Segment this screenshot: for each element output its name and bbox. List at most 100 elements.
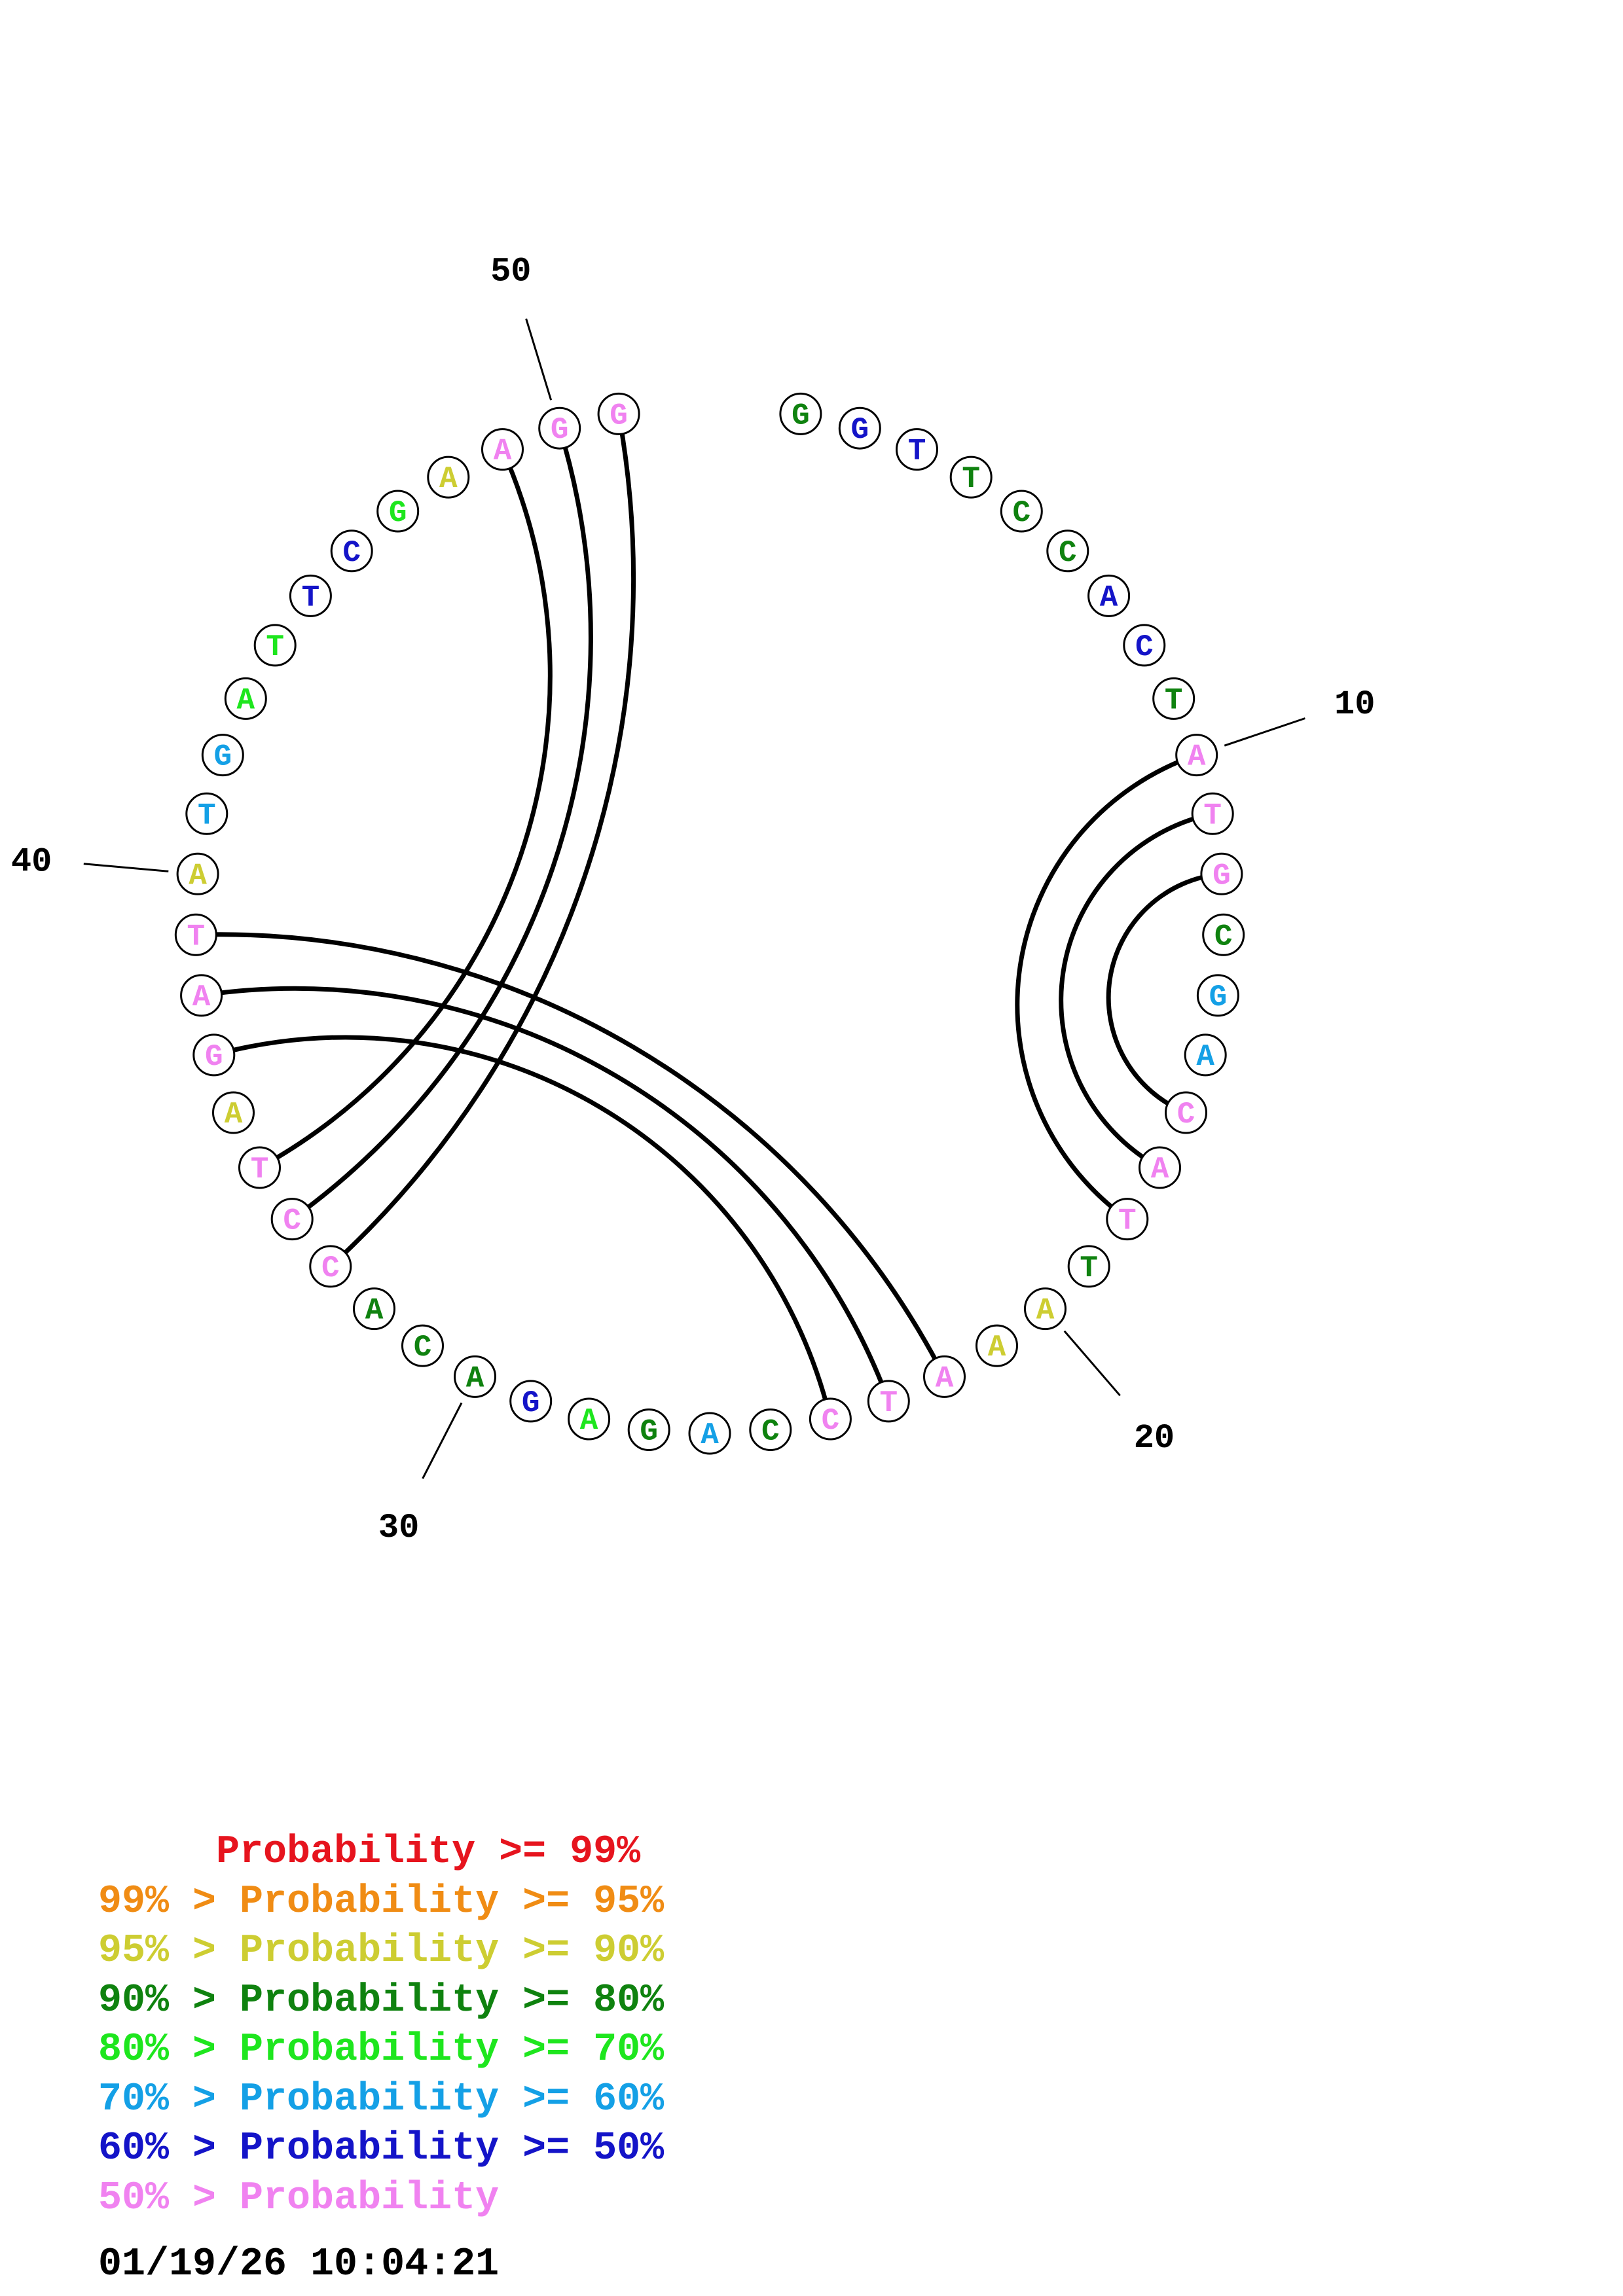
nucleotide-circle <box>238 1146 281 1189</box>
nucleotide-letter: A <box>1188 740 1206 774</box>
nucleotide-circle <box>509 1380 553 1423</box>
nucleotide-32: A <box>353 1287 395 1331</box>
pair-arc-23-38 <box>201 986 891 1403</box>
nucleotide-circle <box>201 734 244 777</box>
nucleotide-circle <box>779 392 822 435</box>
nucleotide-ring: G GTTCCACTATGCGACATTAAATCCAGAGACACCTAGATA… <box>174 392 1245 1455</box>
nucleotide-circle <box>749 1408 792 1451</box>
pair-arc-24-37 <box>213 1035 833 1420</box>
pair-arc-34-50 <box>291 427 593 1221</box>
nucleotide-16: C <box>1165 1091 1207 1134</box>
legend-entry: 80% > Probability >= 70% <box>98 2028 665 2072</box>
legend-entry: 50% > Probability <box>98 2176 500 2221</box>
nucleotide-circle <box>353 1287 395 1331</box>
legend-entry: 90% > Probability >= 80% <box>98 1978 665 2023</box>
nucleotide-letter: A <box>1151 1153 1169 1187</box>
nucleotide-letter: C <box>414 1331 432 1365</box>
nucleotide-letter: G <box>551 413 569 447</box>
nucleotide-letter: T <box>251 1153 269 1187</box>
nucleotide-circle <box>253 624 297 667</box>
nucleotide-circle <box>896 428 938 471</box>
position-tick-40 <box>83 863 169 872</box>
pair-arc-12-16 <box>1106 871 1222 1115</box>
nucleotide-37: G <box>192 1033 236 1077</box>
nucleotide-letter: G <box>1209 980 1228 1014</box>
nucleotide-4: T <box>949 456 993 499</box>
nucleotide-letter: G <box>850 413 869 447</box>
nucleotide-circle <box>1184 1033 1227 1077</box>
nucleotide-letter: G <box>1213 859 1231 893</box>
nucleotide-letter: A <box>1196 1040 1214 1074</box>
position-tick-50 <box>525 318 553 401</box>
nucleotide-circle <box>270 1198 314 1241</box>
nucleotide-circle <box>176 852 219 895</box>
nucleotide-1: G <box>779 392 822 435</box>
nucleotide-letter: A <box>189 859 207 893</box>
pair-arc-35-49 <box>258 448 553 1170</box>
nucleotide-circle <box>1175 734 1218 777</box>
nucleotide-28: A <box>568 1397 611 1441</box>
nucleotide-circle <box>1067 1245 1110 1288</box>
nucleotide-letter: T <box>1118 1204 1137 1238</box>
nucleotide-31: C <box>401 1324 444 1367</box>
position-label-50: 50 <box>490 252 531 291</box>
nucleotide-38: A <box>180 974 223 1017</box>
position-tick-10 <box>1224 717 1305 747</box>
nucleotide-15: A <box>1184 1033 1227 1077</box>
nucleotide-2: G <box>838 406 881 450</box>
nucleotide-47: G <box>376 490 420 533</box>
nucleotide-circle <box>427 456 470 499</box>
nucleotide-21: A <box>976 1324 1018 1367</box>
nucleotide-circle <box>376 490 420 533</box>
legend-entry: 99% > Probability >= 95% <box>98 1879 665 1924</box>
nucleotide-circle <box>1139 1146 1181 1189</box>
nucleotide-circle <box>597 392 640 435</box>
nucleotide-13: C <box>1202 913 1245 956</box>
nucleotide-letter: C <box>1177 1098 1195 1132</box>
nucleotide-letter: A <box>225 1098 243 1132</box>
nucleotide-40: A <box>176 852 219 895</box>
nucleotide-3: T <box>896 428 938 471</box>
nucleotide-circle <box>1196 974 1239 1017</box>
nucleotide-letter: C <box>822 1404 840 1438</box>
nucleotide-letter: G <box>522 1386 540 1420</box>
nucleotide-letter: A <box>236 683 255 717</box>
nucleotide-circle <box>838 406 881 450</box>
nucleotide-letter: T <box>1203 798 1222 833</box>
nucleotide-letter: A <box>580 1404 598 1438</box>
nucleotide-circle <box>180 974 223 1017</box>
nucleotide-circle <box>1123 624 1166 667</box>
nucleotide-45: T <box>289 574 332 617</box>
nucleotide-circle <box>454 1355 496 1398</box>
nucleotide-19: T <box>1067 1245 1110 1288</box>
nucleotide-12: G <box>1200 852 1243 895</box>
nucleotide-circle <box>1024 1287 1067 1331</box>
nucleotide-letter: A <box>466 1361 484 1395</box>
nucleotide-26: A <box>688 1412 731 1455</box>
nucleotide-circle <box>949 456 993 499</box>
nucleotide-11: T <box>1191 792 1234 835</box>
nucleotide-circle <box>867 1380 910 1423</box>
base-pair-arcs <box>196 413 1222 1420</box>
nucleotide-circle <box>1202 913 1245 956</box>
nucleotide-circle <box>1000 490 1043 533</box>
nucleotide-circle <box>1165 1091 1207 1134</box>
pair-arc-22-39 <box>196 932 947 1378</box>
nucleotide-letter: A <box>439 462 458 496</box>
nucleotide-letter: C <box>1012 496 1030 530</box>
nucleotide-35: T <box>238 1146 281 1189</box>
nucleotide-43: A <box>224 677 267 720</box>
nucleotide-circle <box>627 1408 670 1451</box>
nucleotide-25: C <box>749 1408 792 1451</box>
nucleotide-letter: C <box>342 536 361 570</box>
pair-arc-11-17 <box>1059 811 1213 1170</box>
position-tick-20 <box>1063 1330 1121 1397</box>
nucleotide-circle <box>1046 529 1089 573</box>
nucleotide-42: G <box>201 734 244 777</box>
nucleotide-letter: G <box>610 399 628 433</box>
nucleotide-letter: C <box>321 1251 340 1285</box>
nucleotide-letter: T <box>962 462 980 496</box>
nucleotide-8: C <box>1123 624 1166 667</box>
nucleotide-circle <box>1200 852 1243 895</box>
